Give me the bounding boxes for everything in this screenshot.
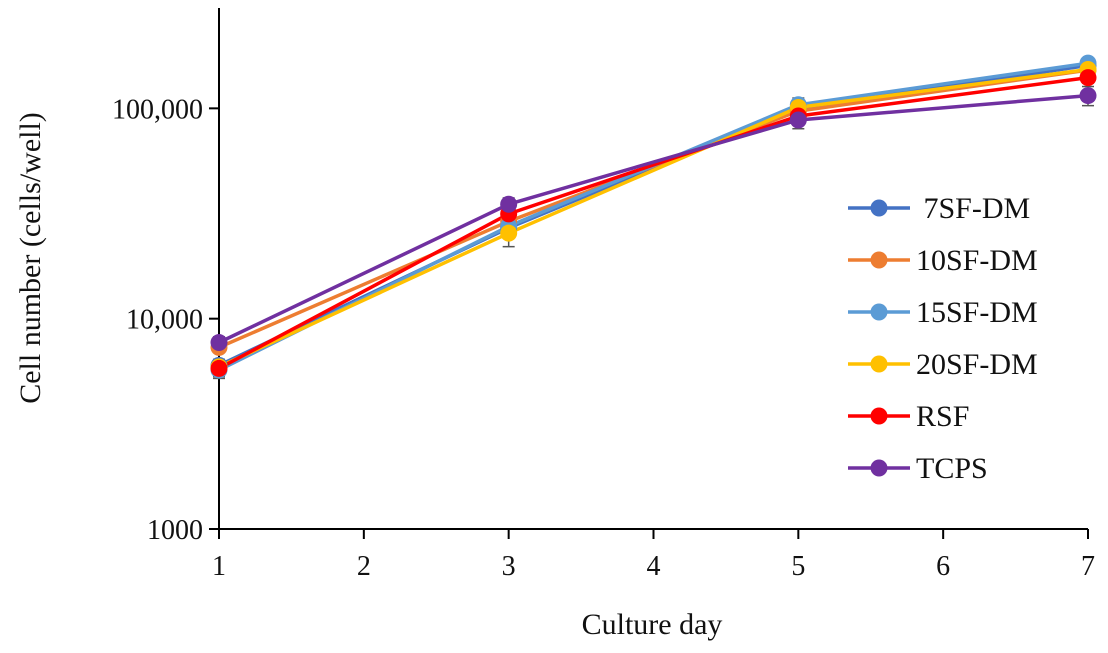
legend-marker <box>870 407 888 425</box>
legend-label: 7SF-DM <box>916 192 1030 225</box>
legend-marker <box>870 199 888 217</box>
legend-marker <box>870 355 888 373</box>
x-tick-label: 6 <box>936 551 950 582</box>
y-tick-label: 10,000 <box>126 305 203 336</box>
legend-marker <box>870 251 888 269</box>
y-tick-label: 100,000 <box>112 94 203 125</box>
axes: 1 2 3 4 5 6 7 1000 10,000 100,000 <box>112 8 1095 582</box>
data-point-rsf <box>1079 69 1097 87</box>
x-tick-label: 4 <box>647 551 661 582</box>
data-point-tcps <box>210 334 228 352</box>
series-lines <box>218 61 1089 372</box>
legend-label: 10SF-DM <box>916 244 1038 277</box>
series-markers <box>210 54 1097 379</box>
legend: 7SF-DM 10SF-DM 15SF-DM 20SF-DM RSF TCPS <box>848 192 1038 485</box>
legend-marker <box>870 459 888 477</box>
x-axis-title: Culture day <box>582 608 723 641</box>
series-line-tcps <box>218 93 1089 345</box>
series-line-rsf <box>218 75 1089 370</box>
legend-marker <box>870 303 888 321</box>
data-point-20sf-dm <box>500 224 518 242</box>
x-tick-label: 2 <box>357 551 371 582</box>
x-tick-label: 7 <box>1081 551 1095 582</box>
data-point-rsf <box>210 359 228 377</box>
legend-label: 15SF-DM <box>916 296 1038 329</box>
legend-label: TCPS <box>916 452 988 485</box>
x-tick-label: 5 <box>791 551 805 582</box>
data-point-tcps <box>789 111 807 129</box>
y-tick-label: 1000 <box>147 515 203 546</box>
x-tick-label: 1 <box>212 551 226 582</box>
legend-label: 20SF-DM <box>916 348 1038 381</box>
series-line-20sf-dm <box>218 67 1089 369</box>
data-point-tcps <box>500 195 518 213</box>
data-point-tcps <box>1079 87 1097 105</box>
y-axis-title: Cell number (cells/well) <box>14 112 47 404</box>
legend-label: RSF <box>916 400 969 433</box>
x-tick-label: 3 <box>502 551 516 582</box>
